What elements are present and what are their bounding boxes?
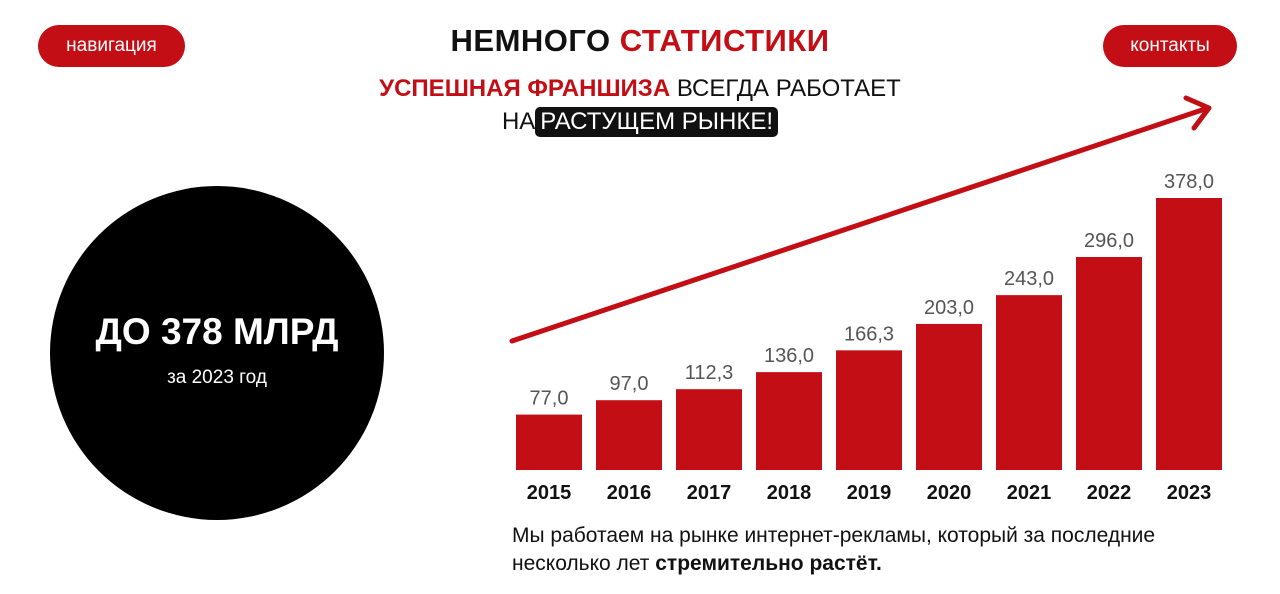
x-tick-label: 2019: [847, 482, 892, 504]
subtitle-line-1: УСПЕШНАЯ ФРАНШИЗА ВСЕГДА РАБОТАЕТ: [0, 74, 1280, 104]
subtitle-line-2: НА РАСТУЩЕМ РЫНКЕ!: [0, 107, 1280, 137]
stat-circle: ДО 378 МЛРД за 2023 год: [50, 186, 384, 520]
subtitle-highlight: УСПЕШНАЯ ФРАНШИЗА: [379, 75, 671, 102]
bar-2015: [516, 414, 582, 470]
bar-value-label: 243,0: [1004, 268, 1054, 290]
subtitle-rest: ВСЕГДА РАБОТАЕТ: [676, 75, 901, 102]
bar-2016: [596, 400, 662, 470]
x-tick-label: 2017: [687, 482, 732, 504]
bar-value-label: 77,0: [530, 388, 569, 410]
stat-value: ДО 378 МЛРД: [95, 311, 339, 352]
title-part-accent: СТАТИСТИКИ: [619, 23, 830, 58]
subtitle-prefix: НА: [501, 108, 536, 135]
bar-2018: [756, 372, 822, 470]
contacts-button[interactable]: контакты: [1103, 25, 1237, 67]
bar-2022: [1076, 257, 1142, 470]
x-tick-label: 2015: [527, 482, 572, 504]
x-tick-label: 2021: [1007, 482, 1052, 504]
x-tick-label: 2020: [927, 482, 972, 504]
bar-value-label: 136,0: [764, 345, 814, 367]
description: Мы работаем на рынке интернет-рекламы, к…: [512, 522, 1252, 578]
x-tick-label: 2022: [1087, 482, 1132, 504]
bar-value-label: 97,0: [610, 373, 649, 395]
bar-value-label: 203,0: [924, 297, 974, 319]
description-bold: стремительно растёт.: [655, 552, 882, 575]
title-part-dark: НЕМНОГО: [450, 23, 611, 58]
bar-chart: 77,0 2015 97,0 2016 112,3 2017 136,0 2018 166,3 2…: [509, 95, 1222, 504]
trend-arrow: [509, 95, 1212, 344]
x-tick-label: 2018: [767, 482, 812, 504]
stat-caption: за 2023 год: [167, 367, 267, 388]
bar-value-label: 296,0: [1084, 230, 1134, 252]
bar-value-label: 166,3: [844, 323, 894, 345]
bar-2017: [676, 389, 742, 470]
description-text: Мы работаем на рынке интернет-рекламы, к…: [512, 524, 1156, 575]
bar-2023: [1156, 198, 1222, 470]
x-tick-label: 2016: [607, 482, 652, 504]
bar-value-label: 112,3: [685, 362, 734, 384]
bar-2021: [996, 295, 1062, 470]
navigation-button[interactable]: навигация: [38, 25, 185, 67]
bar-2019: [836, 350, 902, 470]
x-tick-label: 2023: [1167, 482, 1212, 504]
subtitle-badge: РАСТУЩЕМ РЫНКЕ!: [535, 107, 779, 137]
page-title: НЕМНОГО СТАТИСТИКИ: [0, 22, 1280, 60]
bar-value-label: 378,0: [1164, 171, 1214, 193]
bar-2020: [916, 323, 982, 470]
